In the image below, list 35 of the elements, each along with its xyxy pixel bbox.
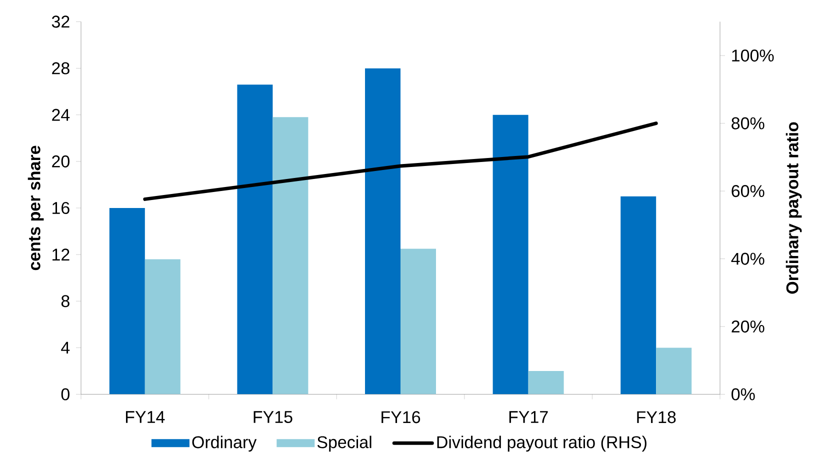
y2-tick-label: 60% [732, 185, 764, 198]
y-tick-label: 16 [52, 202, 70, 214]
legend-label: Ordinary [192, 436, 257, 452]
y-tick-label: 8 [61, 295, 70, 308]
bar [492, 114, 528, 394]
x-tick-label: FY18 [637, 411, 676, 424]
y2-tick-label: 20% [732, 320, 764, 333]
y-tick-label: 4 [61, 342, 70, 354]
y2-tick-label: 40% [731, 252, 764, 265]
bar [237, 84, 273, 394]
x-tick-label: FY14 [126, 411, 165, 423]
x-tick-label: FY16 [382, 411, 420, 424]
x-tick-label: FY17 [509, 411, 548, 423]
bar [109, 208, 145, 394]
bar [528, 371, 564, 394]
y-tick-label: 32 [52, 16, 70, 28]
y-tick-label: 28 [52, 62, 70, 74]
bar [272, 117, 308, 394]
y-tick-label: 0 [61, 388, 70, 400]
bar [620, 196, 656, 394]
bar [656, 348, 692, 394]
y2-axis-title: Ordinary payout ratio [786, 122, 802, 294]
y-tick-label: 12 [52, 248, 70, 260]
bar [400, 248, 436, 394]
y-axis-title: cents per share [28, 146, 44, 270]
y2-tick-label: 100% [732, 50, 774, 62]
x-tick-label: FY15 [254, 411, 292, 424]
bar [144, 259, 180, 394]
bar [365, 68, 401, 394]
y2-tick-label: 0% [732, 388, 755, 400]
y2-tick-label: 80% [732, 117, 764, 130]
legend-label: Special [317, 436, 372, 452]
legend-label: Dividend payout ratio (RHS) [437, 436, 646, 452]
y-tick-label: 24 [52, 108, 70, 121]
y-tick-label: 20 [52, 155, 70, 168]
